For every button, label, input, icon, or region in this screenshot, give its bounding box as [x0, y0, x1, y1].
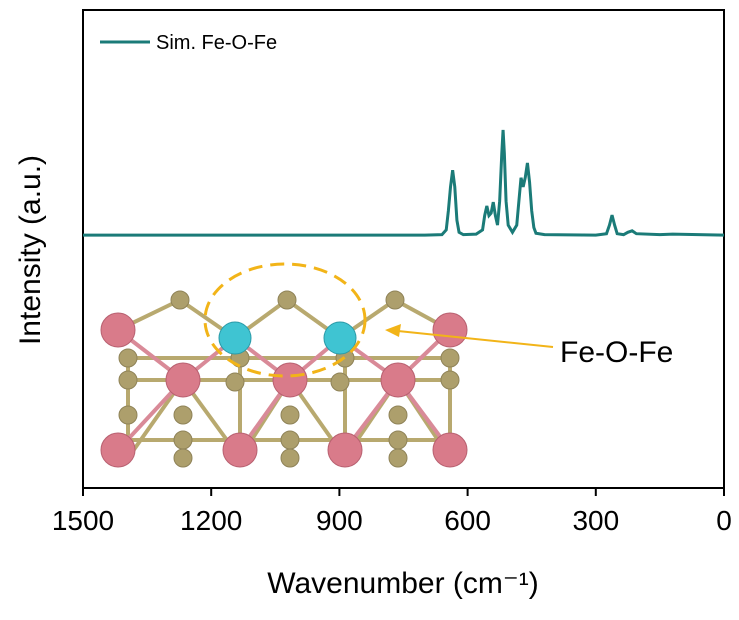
chart: Fe-O-Fe Wavenumber (cm⁻¹) Intensity (a.u… [0, 0, 739, 615]
x-tick-label: 300 [572, 505, 619, 536]
x-tick-label: 900 [316, 505, 363, 536]
x-tick-label: 600 [444, 505, 491, 536]
y-axis-label: Intensity (a.u.) [14, 155, 47, 345]
crystal-inset [100, 264, 472, 467]
x-axis-label: Wavenumber (cm⁻¹) [267, 567, 538, 600]
x-tick-label: 1500 [52, 505, 114, 536]
x-tick-label: 0 [716, 505, 732, 536]
series-line [83, 130, 724, 235]
x-tick-label: 1200 [180, 505, 242, 536]
legend-label: Sim. Fe-O-Fe [156, 32, 277, 54]
annotation: Fe-O-Fe [560, 336, 673, 369]
